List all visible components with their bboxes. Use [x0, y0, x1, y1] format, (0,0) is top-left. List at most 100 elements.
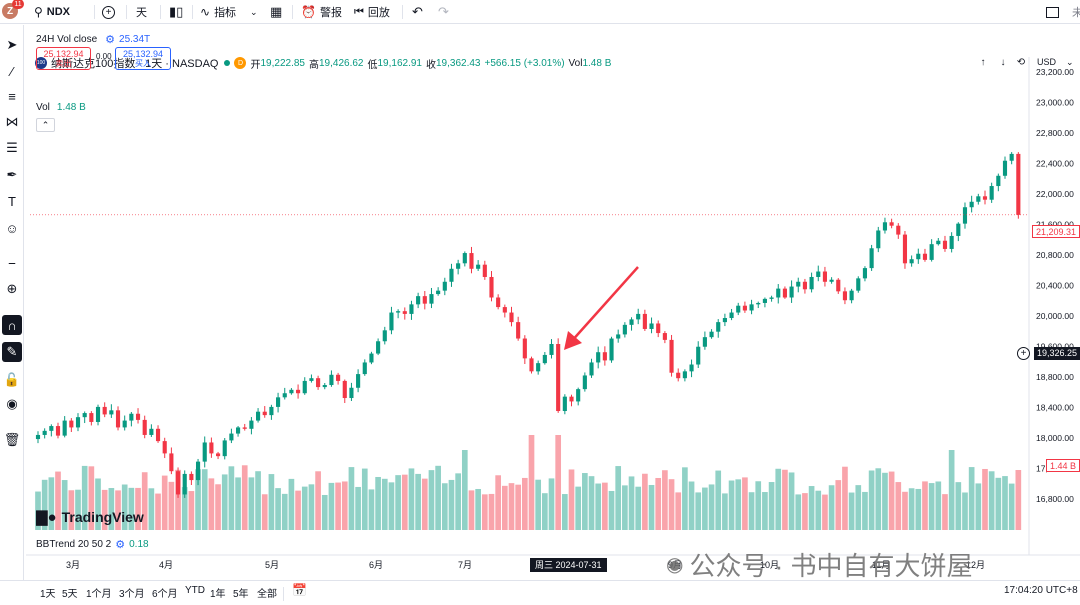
brush-icon[interactable]: ✒	[6, 167, 18, 182]
low-label: 低	[367, 59, 378, 71]
eye-icon[interactable]: ◉	[6, 396, 18, 411]
volume-bar	[1008, 483, 1015, 530]
candle-body	[782, 288, 787, 298]
volume-bar	[328, 482, 335, 530]
settings-icon[interactable]: ⚙	[115, 539, 126, 551]
divider	[292, 5, 293, 19]
volume-bar	[308, 484, 315, 530]
currency-select[interactable]: USD ⌄	[1033, 55, 1079, 69]
volume-bar	[415, 473, 421, 530]
chart-canvas[interactable]: 23,200.00 23,000.00 22,800.00 22,400.00 22,0…	[26, 25, 1080, 580]
search-icon: ⚲	[34, 5, 43, 19]
volume-bar	[235, 477, 241, 530]
divider	[126, 5, 127, 19]
trend-line-icon[interactable]: ∕	[10, 63, 14, 79]
chart-pane[interactable]: 23,200.00 23,000.00 22,800.00 22,400.00 22,0…	[26, 25, 1080, 580]
zoom-in-icon[interactable]: ⊕	[6, 281, 18, 296]
volume-bar	[201, 469, 208, 530]
candle-body	[896, 225, 901, 235]
pattern-icon[interactable]: ⋈	[5, 114, 19, 129]
candle-body	[982, 196, 988, 200]
settings-icon[interactable]: ⚙	[105, 34, 116, 46]
candle-body	[409, 304, 414, 314]
horizontal-lines-icon[interactable]: ≡	[8, 88, 16, 104]
volume-bar	[948, 450, 955, 530]
cursor-icon[interactable]: ➤	[6, 37, 18, 52]
sell-button[interactable]: 25,132.94 卖出	[36, 47, 91, 70]
buy-price: 25,132.94	[122, 49, 164, 59]
range-all[interactable]: 全部	[257, 589, 277, 600]
collapse-legend-button[interactable]: ⌃	[36, 118, 55, 132]
bottom-toolbar: 1天 5天 1个月 3个月 6个月 YTD 1年 5年 全部 📅 17:04:2…	[0, 580, 1080, 605]
maximize-button[interactable]: ⟲	[1014, 55, 1028, 69]
lock-drawing-icon[interactable]: ✎	[2, 342, 22, 362]
compare-symbol-button[interactable]: +	[102, 3, 115, 21]
candle-body	[742, 305, 747, 311]
range-5y[interactable]: 5年	[233, 589, 249, 600]
trash-icon[interactable]: 🗑	[3, 432, 21, 447]
goto-date-button[interactable]: 📅	[292, 583, 307, 597]
volume-bar	[508, 483, 515, 530]
volume-bar	[295, 490, 301, 530]
tradingview-logo-text: TradingView	[61, 509, 144, 525]
candle-body	[336, 374, 341, 381]
symbol-search-button[interactable]: ⚲ NDX	[34, 3, 70, 21]
volume-bar	[141, 472, 148, 530]
range-ytd[interactable]: YTD	[185, 585, 205, 596]
range-5d[interactable]: 5天	[62, 589, 78, 600]
add-alert-plus-icon[interactable]: +	[1017, 347, 1030, 360]
nasdaq-logo-icon: 100	[35, 57, 47, 69]
indicators-dropdown[interactable]: ⌄	[250, 3, 258, 21]
candle-body	[556, 344, 561, 412]
candle-body	[342, 380, 347, 399]
fib-levels-icon[interactable]: ☰	[6, 140, 18, 155]
interval-button[interactable]: 天	[136, 7, 147, 19]
volume-bar	[1015, 470, 1022, 530]
replay-button[interactable]: ⏮ 回放	[354, 3, 390, 21]
scroll-up-button[interactable]: ↑	[976, 55, 990, 69]
volume-bar	[348, 467, 355, 530]
layout-window-button[interactable]	[1046, 3, 1059, 21]
indicators-button[interactable]: ∿ 指标	[200, 3, 236, 21]
range-6m[interactable]: 6个月	[152, 589, 178, 600]
redo-button[interactable]: ↷	[438, 3, 449, 21]
volume-bar	[535, 479, 542, 530]
layouts-button[interactable]: ▦	[270, 3, 282, 21]
volume-bar	[255, 471, 261, 530]
undo-button[interactable]: ↶	[412, 3, 423, 21]
volume-bar	[208, 478, 215, 530]
candle-body	[816, 271, 821, 277]
candle-body	[589, 362, 594, 376]
candle-body	[922, 253, 928, 260]
candle-body	[489, 276, 494, 298]
range-1m[interactable]: 1个月	[86, 589, 112, 600]
tradingview-logo[interactable]: ▇● TradingView	[36, 508, 144, 526]
candle-body	[55, 426, 61, 436]
chart-type-button[interactable]: ▮▯	[169, 3, 183, 21]
candle-body	[262, 411, 267, 416]
ruler-icon[interactable]: ⎯	[8, 255, 16, 270]
candle-body	[236, 427, 241, 434]
candle-body	[829, 279, 834, 282]
bbtrend-value: 0.18	[129, 539, 149, 550]
alert-label: 警报	[319, 7, 342, 19]
alert-button[interactable]: ⏰ 警报	[301, 3, 342, 21]
range-3m[interactable]: 3个月	[119, 589, 145, 600]
range-1d[interactable]: 1天	[40, 589, 56, 600]
open-label: 开	[250, 59, 261, 71]
volume-bar	[702, 487, 708, 530]
volume-bar	[68, 490, 75, 530]
text-icon[interactable]: T	[8, 193, 16, 209]
scroll-down-button[interactable]: ↓	[996, 55, 1010, 69]
time-axis-label: 12月	[966, 560, 985, 570]
range-1y[interactable]: 1年	[210, 589, 226, 600]
magnet-icon[interactable]: ∩	[2, 315, 22, 335]
wechat-icon: ◉	[666, 554, 684, 576]
lock-icon[interactable]: 🔓	[3, 372, 21, 387]
candle-body	[529, 358, 534, 372]
candle-body	[242, 427, 247, 429]
candle-body	[362, 362, 367, 375]
buy-button[interactable]: 25,132.94 买入	[115, 47, 171, 70]
volume-bar	[221, 474, 228, 530]
emoji-icon[interactable]: ☺	[5, 220, 19, 236]
